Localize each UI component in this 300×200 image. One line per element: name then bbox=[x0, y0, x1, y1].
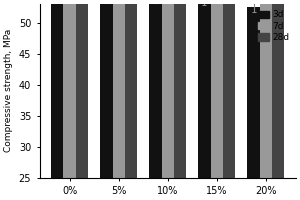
Bar bbox=[248, 7, 260, 178]
Bar bbox=[125, 0, 137, 178]
Bar bbox=[149, 0, 162, 178]
Bar bbox=[51, 0, 64, 178]
Y-axis label: Compressive strength, MPa: Compressive strength, MPa bbox=[4, 29, 13, 152]
Bar bbox=[76, 0, 88, 178]
Bar bbox=[112, 0, 125, 178]
Bar bbox=[223, 0, 235, 178]
Legend: 3d, 7d, 28d: 3d, 7d, 28d bbox=[256, 9, 291, 44]
Bar bbox=[198, 1, 211, 178]
Bar bbox=[272, 0, 284, 178]
Bar bbox=[211, 0, 223, 178]
Bar bbox=[64, 0, 76, 178]
Bar bbox=[174, 0, 186, 178]
Bar bbox=[260, 0, 272, 178]
Bar bbox=[162, 0, 174, 178]
Bar bbox=[100, 0, 112, 178]
